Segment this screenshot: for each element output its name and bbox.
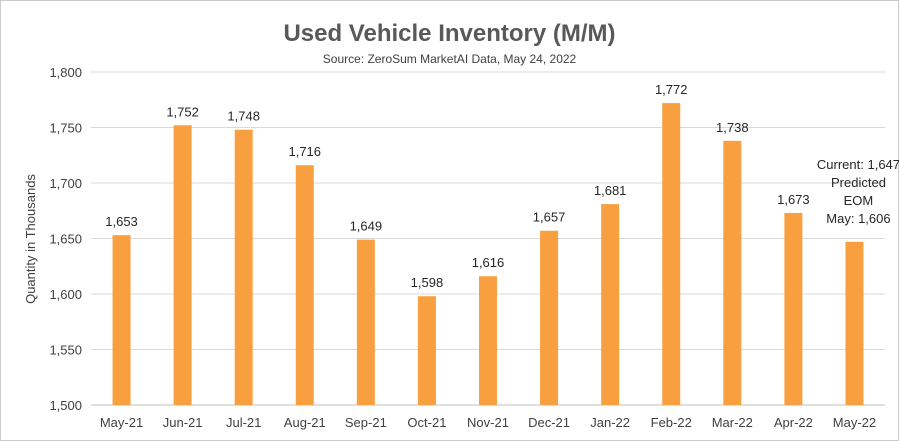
y-tick-label: 1,800: [49, 65, 82, 80]
bar: [662, 103, 681, 405]
x-tick-label: May-21: [100, 415, 143, 430]
x-tick-label: Jul-21: [226, 415, 261, 430]
data-label: 1,653: [105, 214, 138, 229]
bar: [356, 239, 375, 405]
data-label: 1,752: [166, 104, 199, 119]
data-label: 1,748: [227, 109, 260, 124]
x-tick-label: May-22: [833, 415, 876, 430]
bar: [601, 204, 620, 405]
x-tick-label: Jan-22: [590, 415, 630, 430]
data-label: 1,772: [655, 82, 688, 97]
y-tick-label: 1,750: [49, 121, 82, 136]
x-tick-label: Dec-21: [528, 415, 570, 430]
bar: [540, 230, 559, 405]
bar: [479, 276, 497, 405]
x-tick-labels: May-21 Jun-21 Jul-21 Aug-21 Sep-21 Oct-21 Nov-…: [100, 415, 876, 430]
y-axis-label: Quantity in Thousands: [23, 174, 38, 304]
annotation-line: Current: 1,647: [817, 157, 899, 172]
annotation-line: May: 1,606: [826, 211, 890, 226]
bar: [845, 241, 864, 405]
bar: [173, 125, 192, 405]
chart-title: Used Vehicle Inventory (M/M): [283, 20, 616, 47]
x-tick-label: Feb-22: [651, 415, 692, 430]
bar: [723, 140, 742, 405]
y-tick-label: 1,500: [49, 398, 82, 413]
x-tick-label: Aug-21: [284, 415, 326, 430]
x-tick-label: Sep-21: [345, 415, 387, 430]
annotation-line: Predicted: [831, 175, 886, 190]
bar: [295, 165, 314, 405]
data-label: 1,649: [350, 219, 383, 234]
bar: [234, 129, 253, 405]
data-labels: 1,653 1,752 1,748 1,716 1,649 1,598 1,616 1,657…: [105, 82, 809, 290]
annotation: Current: 1,647 Predicted EOM May: 1,606: [817, 157, 899, 226]
data-label: 1,657: [533, 210, 566, 225]
data-label: 1,681: [594, 183, 627, 198]
bars: [112, 103, 864, 405]
chart-subtitle: Source: ZeroSum MarketAI Data, May 24, 2…: [322, 52, 577, 66]
data-label: 1,598: [411, 275, 444, 290]
y-tick-labels: 1,500 1,550 1,600 1,650 1,700 1,750 1,800: [49, 65, 82, 413]
data-label: 1,673: [777, 192, 810, 207]
y-tick-label: 1,550: [49, 343, 82, 358]
x-tick-label: Oct-21: [407, 415, 446, 430]
x-tick-label: Mar-22: [712, 415, 753, 430]
data-label: 1,738: [716, 120, 749, 135]
y-tick-label: 1,600: [49, 287, 82, 302]
bar: [112, 235, 131, 405]
x-tick-label: Nov-21: [467, 415, 509, 430]
x-tick-label: Jun-21: [163, 415, 203, 430]
y-tick-label: 1,700: [49, 176, 82, 191]
bar: [784, 212, 803, 405]
bar: [417, 296, 436, 405]
annotation-line: EOM: [844, 193, 874, 208]
data-label: 1,716: [288, 144, 321, 159]
y-tick-label: 1,650: [49, 232, 82, 247]
data-label: 1,616: [472, 255, 505, 270]
x-tick-label: Apr-22: [774, 415, 813, 430]
gridlines: [91, 71, 885, 406]
